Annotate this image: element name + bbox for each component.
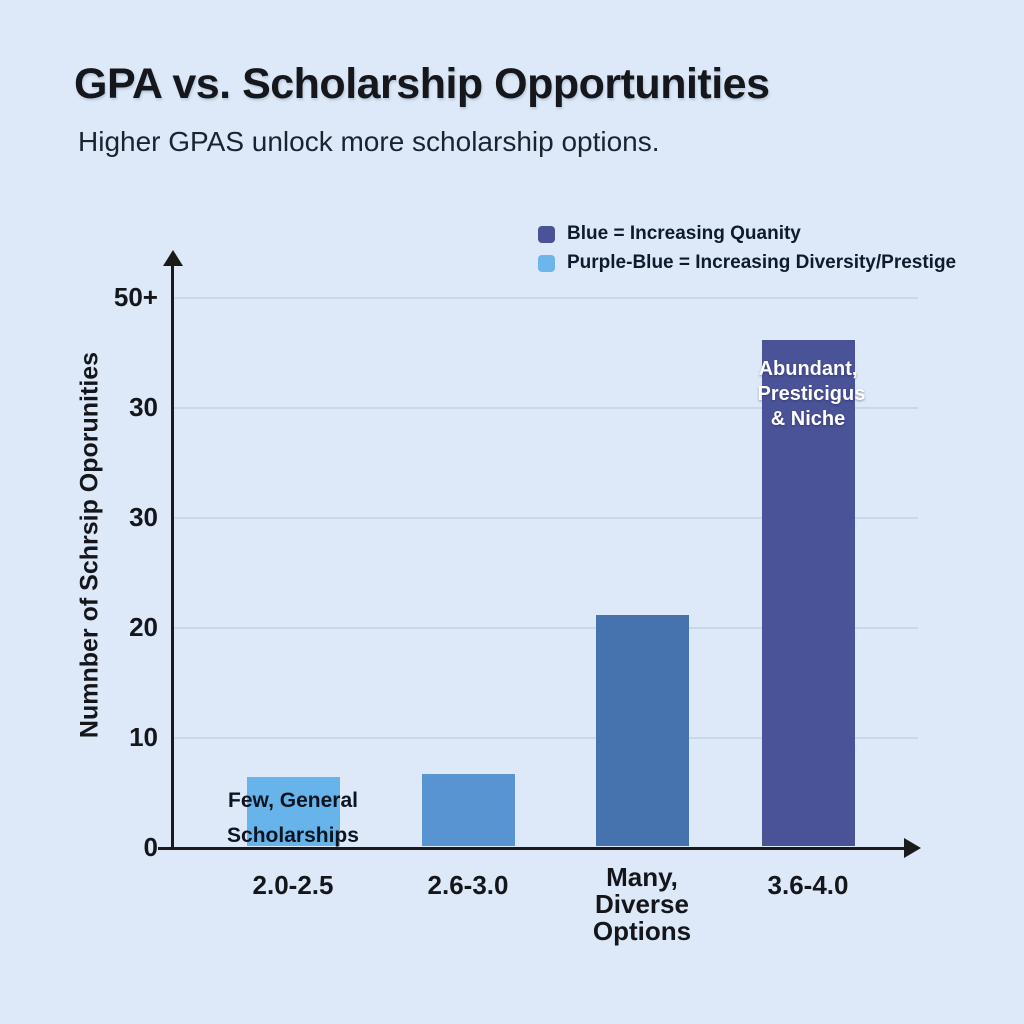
gridline [174,627,918,629]
y-axis-line [171,262,174,849]
legend-swatch-icon [538,254,555,272]
y-tick-label: 20 [129,612,158,642]
bar-2.6-3.0 [421,774,515,846]
legend-swatch-icon [538,225,555,243]
bar-annotation: Abundant, Presticigus & Niche [757,358,866,430]
legend: Blue = Increasing Quanity Purple-Blue = I… [538,223,957,282]
gridline [174,737,918,739]
x-tick-label: 3.6-4.0 [767,870,849,900]
y-tick-label: 0 [143,832,158,862]
bar-annotation: Few, General Scholarships [227,789,359,847]
x-tick-label: 2.6-3.0 [427,870,509,900]
x-axis-line [158,847,906,850]
y-tick-label: 50+ [113,282,158,312]
legend-item: Purple-Blue = Increasing Diversity/Prest… [538,252,957,273]
bar-3.6-4.0 [761,340,855,846]
legend-label: Purple-Blue = Increasing Diversity/Prest… [567,252,957,273]
y-tick-label: 10 [129,722,158,752]
chart-title: GPA vs. Scholarship Opportunities [74,60,770,108]
chart-subtitle: Higher GPAS unlock more scholarship opti… [78,126,660,157]
x-tick-label: Many, Diverse Options [592,862,692,946]
legend-label: Blue = Increasing Quanity [567,223,801,244]
bar-Many, [595,615,689,846]
y-tick-label: 30 [129,502,158,532]
gridline [174,517,918,519]
y-axis-arrow-icon [163,250,183,266]
x-axis-arrow-icon [904,838,921,858]
bar-2.0-2.5 [246,777,340,846]
gridline [174,297,918,299]
y-tick-label: 30 [129,392,158,422]
x-tick-label: 2.0-2.5 [252,870,334,900]
legend-item: Blue = Increasing Quanity [538,223,956,244]
gridline [174,407,918,409]
